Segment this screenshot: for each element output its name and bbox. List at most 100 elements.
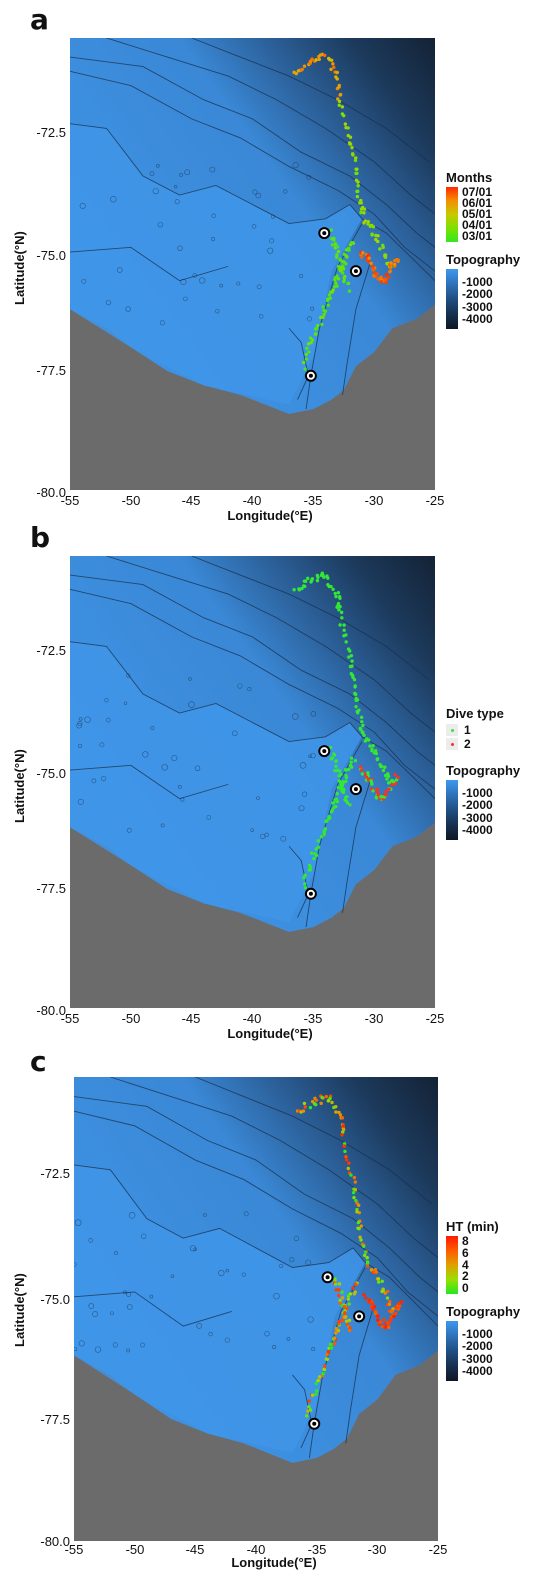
x-tick: -25 <box>425 493 445 508</box>
x-tick: -45 <box>185 1542 205 1557</box>
contour-speck <box>84 716 91 723</box>
site-marker-center <box>325 1275 330 1280</box>
contour-speck <box>77 798 84 805</box>
track-point <box>316 1378 320 1383</box>
depth-contour <box>106 38 435 215</box>
track-point <box>349 672 353 676</box>
track-point <box>353 1180 358 1184</box>
topo-label: -4000 <box>462 311 493 326</box>
depth-contour <box>195 1077 433 1205</box>
contour-speck <box>298 805 305 812</box>
site-marker-center <box>322 749 327 754</box>
track-point <box>342 278 346 283</box>
track-point <box>312 856 316 861</box>
track-point <box>362 1244 366 1248</box>
track-point <box>340 259 344 264</box>
track-point <box>330 243 335 247</box>
contour-speck <box>267 247 274 254</box>
track-point <box>302 1101 307 1106</box>
continental-shelf <box>70 123 362 405</box>
contour-speck <box>258 314 264 319</box>
track-point <box>362 207 367 211</box>
track-point <box>384 272 389 277</box>
track-point <box>362 211 366 215</box>
track-point <box>381 245 385 250</box>
track-point <box>333 1277 337 1281</box>
track-point <box>344 254 349 258</box>
contour-speck <box>193 1247 197 1252</box>
contour-speck <box>237 683 243 689</box>
track-point <box>338 1113 343 1117</box>
topography-title: Topography <box>446 1304 521 1319</box>
track-point <box>396 775 400 780</box>
track-point <box>300 67 304 72</box>
contour-speck <box>301 791 308 797</box>
track-point <box>303 882 307 886</box>
track-point <box>340 1296 345 1300</box>
track-point <box>362 221 366 225</box>
track-point <box>336 591 341 595</box>
track-point <box>335 792 339 796</box>
contour-speck <box>177 245 183 251</box>
x-tick: -45 <box>181 1011 201 1026</box>
track-point <box>328 816 332 820</box>
contour-speck <box>74 1347 78 1352</box>
track-point <box>332 236 336 241</box>
x-tick: -30 <box>364 1011 384 1026</box>
topography-colorbar <box>446 1321 458 1381</box>
track-point <box>345 800 350 805</box>
contour-speck <box>126 673 131 678</box>
track-point <box>342 1144 346 1148</box>
track-point <box>317 57 321 62</box>
track-point <box>337 1282 342 1286</box>
track-point <box>337 85 341 89</box>
track-point <box>370 233 374 237</box>
track-point <box>333 591 337 596</box>
map-area <box>70 556 435 1008</box>
track-point <box>304 1414 309 1418</box>
contour-speck <box>180 278 187 286</box>
depth-contour <box>74 1110 438 1317</box>
track-point <box>346 281 350 286</box>
panel-letter: a <box>30 3 49 36</box>
track-point <box>332 65 336 70</box>
track-point <box>341 1130 345 1134</box>
depth-contour <box>74 1291 232 1327</box>
contour-speck <box>105 717 111 723</box>
track-point <box>328 745 333 750</box>
depth-contour <box>70 641 435 799</box>
site-marker-center <box>308 373 313 378</box>
track-point <box>337 1319 341 1324</box>
track-point <box>346 767 351 772</box>
track-point <box>308 1408 313 1412</box>
track-point <box>310 57 314 61</box>
track-point <box>349 760 353 764</box>
track-point <box>340 271 345 275</box>
contour-speck <box>180 797 185 802</box>
months-legend: Months 07/01 06/01 05/01 04/01 03/01 Top… <box>446 170 520 329</box>
track-point <box>358 201 362 205</box>
track-point <box>383 253 388 257</box>
track-point <box>351 675 355 679</box>
track-point <box>314 1392 318 1396</box>
x-axis-label: Longitude(°E) <box>227 1026 313 1041</box>
track-point <box>359 715 364 720</box>
track-point <box>369 1268 374 1272</box>
track-point <box>384 277 388 281</box>
x-tick: -30 <box>367 1542 387 1557</box>
contour-speck <box>231 730 238 737</box>
track-point <box>397 1304 402 1308</box>
track-point <box>389 261 393 265</box>
track-point <box>388 1299 392 1304</box>
topo-label: -4000 <box>462 822 493 837</box>
track-point <box>313 852 317 856</box>
track-point <box>302 360 306 365</box>
legend-label: 05/01 <box>462 207 493 221</box>
track-point <box>379 280 384 284</box>
x-tick: -40 <box>242 493 262 508</box>
depth-contour <box>70 764 229 800</box>
track-point <box>340 1318 344 1323</box>
track-point <box>347 1318 352 1323</box>
track-point <box>388 270 392 274</box>
legend-label: 0 <box>462 1281 469 1295</box>
